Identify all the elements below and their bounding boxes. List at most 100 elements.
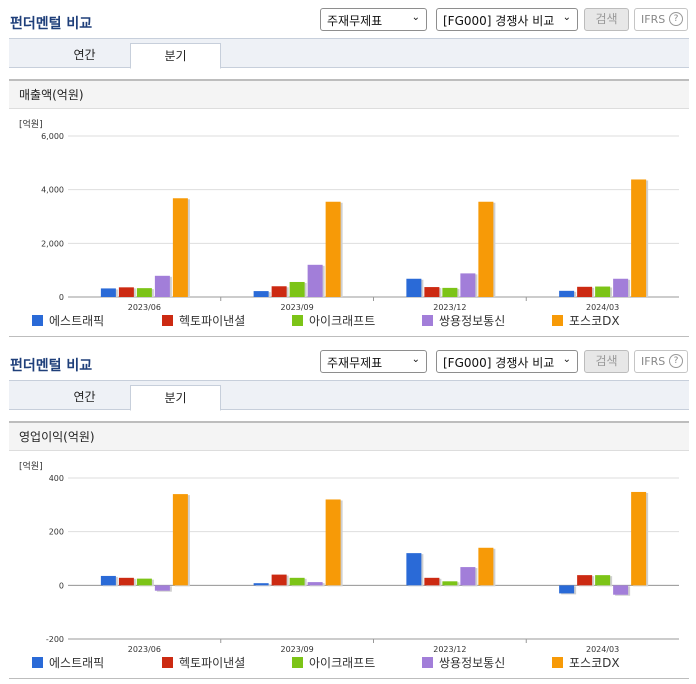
ifrs-label: IFRS: [641, 13, 666, 26]
y-tick-label: 2,000: [41, 239, 64, 248]
legend-item[interactable]: 포스코DX: [552, 312, 620, 329]
statement-select-value: 주재무제표: [327, 14, 383, 28]
y-tick-label: 4,000: [41, 186, 64, 195]
x-tick-label: 2023/06: [128, 303, 161, 312]
help-icon[interactable]: ?: [669, 12, 683, 26]
bar: [478, 547, 494, 586]
legend-label: 쌍용정보통신: [439, 314, 506, 328]
bar: [577, 286, 593, 297]
operating-profit-bar-chart: -200 0 200 400 2023/06 2023/09 2023/12 2024/03: [46, 474, 679, 654]
x-tick-label: 2023/09: [281, 303, 314, 312]
bar: [307, 582, 323, 586]
legend-label: 아이크래프트: [309, 314, 376, 328]
ifrs-label: IFRS: [641, 355, 666, 368]
statement-select[interactable]: 주재무제표 ⌄: [320, 8, 427, 31]
bar: [154, 585, 170, 591]
legend-swatch: [552, 315, 563, 326]
bar: [118, 287, 134, 297]
bar: [325, 201, 341, 297]
section-title: 매출액(억원): [9, 79, 689, 109]
x-tick-label: 2023/12: [433, 303, 466, 312]
legend-swatch: [162, 315, 173, 326]
legend-item[interactable]: 헥토파이낸셜: [162, 312, 245, 329]
bar: [406, 278, 422, 297]
bar: [289, 577, 305, 586]
bar: [595, 286, 611, 297]
legend-item[interactable]: 쌍용정보통신: [422, 312, 505, 329]
help-icon[interactable]: ?: [669, 354, 683, 368]
bar: [559, 290, 575, 297]
bar: [631, 179, 647, 297]
legend-item[interactable]: 아이크래프트: [292, 312, 375, 329]
peer-compare-select[interactable]: [FG000] 경쟁사 비교 ⌄: [436, 8, 578, 31]
legend-swatch: [162, 657, 173, 668]
bar: [424, 287, 440, 297]
bar: [424, 577, 440, 586]
bar: [118, 577, 134, 586]
bar: [406, 553, 422, 586]
fundamental-panel-operating-profit: 펀더멘털 비교 주재무제표 ⌄ [FG000] 경쟁사 비교 ⌄ 검색 IFRS? …: [0, 342, 696, 684]
bar: [613, 585, 629, 595]
bar: [136, 288, 152, 297]
legend-swatch: [292, 657, 303, 668]
chart-legend: 에스트래픽 헥토파이낸셜 아이크래프트 쌍용정보통신 포스코DX: [32, 654, 672, 670]
bar: [271, 286, 287, 297]
ifrs-button[interactable]: IFRS?: [634, 8, 688, 31]
bar: [100, 288, 116, 297]
bar: [325, 499, 341, 586]
legend-label: 헥토파이낸셜: [179, 314, 246, 328]
statement-select-value: 주재무제표: [327, 356, 383, 370]
legend-label: 헥토파이낸셜: [179, 656, 246, 670]
chart-legend: 에스트래픽 헥토파이낸셜 아이크래프트 쌍용정보통신 포스코DX: [32, 312, 672, 328]
period-tabs: 연간 분기: [9, 38, 689, 69]
tab-quarter[interactable]: 분기: [130, 385, 221, 411]
bar: [172, 494, 188, 586]
bar: [253, 583, 269, 586]
legend-swatch: [32, 315, 43, 326]
legend-label: 포스코DX: [569, 314, 620, 328]
bar: [460, 273, 476, 297]
tab-quarter[interactable]: 분기: [130, 43, 221, 69]
section-title: 영업이익(억원): [9, 421, 689, 451]
bar: [442, 581, 458, 586]
x-tick-label: 2023/06: [128, 645, 161, 654]
ifrs-button[interactable]: IFRS?: [634, 350, 688, 373]
peer-compare-select-value: [FG000] 경쟁사 비교: [443, 14, 555, 28]
chevron-down-icon: ⌄: [562, 354, 571, 365]
divider: [9, 336, 689, 337]
bar: [307, 264, 323, 297]
bar: [253, 291, 269, 297]
period-tabs: 연간 분기: [9, 380, 689, 411]
bar: [613, 278, 629, 297]
fundamental-panel-revenue: 펀더멘털 비교 주재무제표 ⌄ [FG000] 경쟁사 비교 ⌄ 검색 IFRS? …: [9, 8, 689, 337]
y-tick-label: 400: [49, 474, 64, 483]
tab-annual[interactable]: 연간: [73, 48, 96, 62]
x-tick-label: 2023/09: [281, 645, 314, 654]
legend-label: 쌍용정보통신: [439, 656, 506, 670]
bar: [442, 287, 458, 297]
legend-item[interactable]: 에스트래픽: [32, 654, 104, 671]
bar: [559, 585, 575, 594]
y-unit-label: [억원]: [19, 462, 43, 472]
legend-item[interactable]: 포스코DX: [552, 654, 620, 671]
y-unit-label: [억원]: [19, 120, 43, 130]
legend-item[interactable]: 쌍용정보통신: [422, 654, 505, 671]
legend-item[interactable]: 아이크래프트: [292, 654, 375, 671]
legend-swatch: [422, 657, 433, 668]
legend-item[interactable]: 헥토파이낸셜: [162, 654, 245, 671]
divider: [9, 678, 689, 679]
legend-swatch: [292, 315, 303, 326]
bar: [577, 575, 593, 586]
tab-annual[interactable]: 연간: [73, 390, 96, 404]
y-tick-label: 0: [59, 581, 64, 590]
peer-compare-select-value: [FG000] 경쟁사 비교: [443, 356, 555, 370]
peer-compare-select[interactable]: [FG000] 경쟁사 비교 ⌄: [436, 350, 578, 373]
bar: [172, 198, 188, 297]
legend-item[interactable]: 에스트래픽: [32, 312, 104, 329]
panel-title: 펀더멘털 비교: [10, 358, 93, 374]
search-button[interactable]: 검색: [584, 8, 629, 31]
bar: [154, 275, 170, 297]
legend-label: 에스트래픽: [49, 656, 105, 670]
statement-select[interactable]: 주재무제표 ⌄: [320, 350, 427, 373]
search-button[interactable]: 검색: [584, 350, 629, 373]
